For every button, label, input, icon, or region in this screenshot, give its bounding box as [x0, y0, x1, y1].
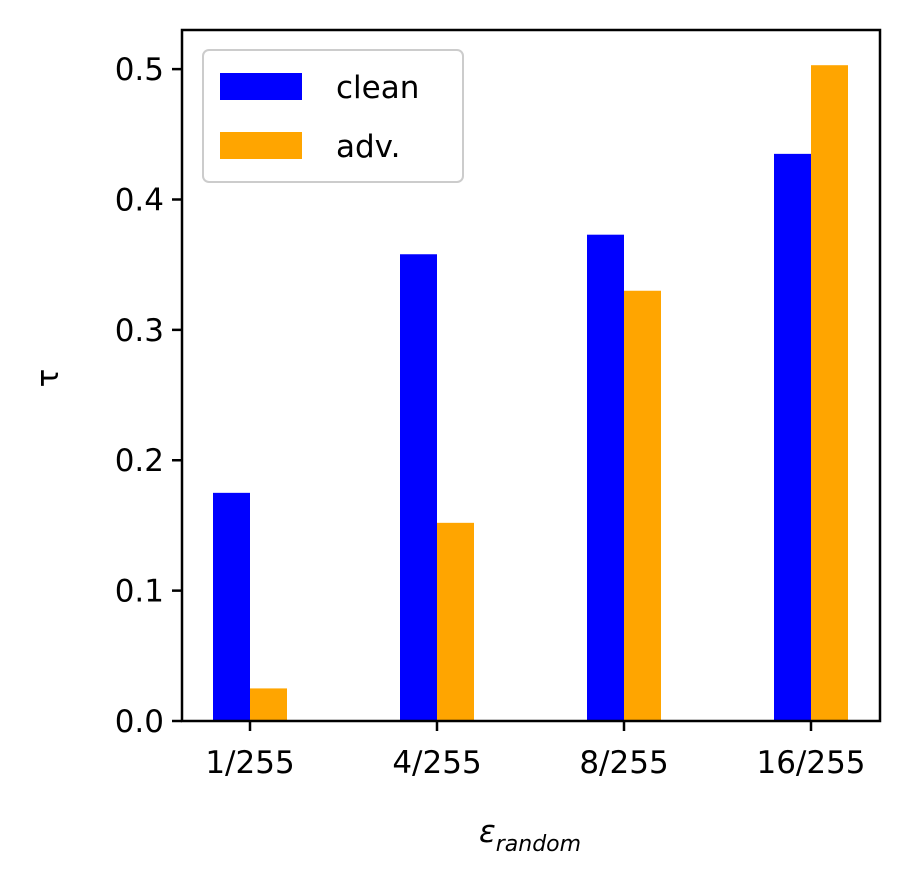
y-tick-label: 0.0 — [115, 704, 164, 740]
legend-label-adv: adv. — [336, 129, 400, 165]
y-tick-label: 0.2 — [115, 443, 164, 479]
bar-adv-1 — [437, 522, 474, 721]
legend-label-clean: clean — [336, 70, 419, 106]
bar-clean-2 — [587, 234, 624, 722]
bar-clean-0 — [213, 492, 250, 721]
x-tick-label: 1/255 — [205, 745, 294, 781]
x-axis: 1/255 4/255 8/255 16/255 — [205, 721, 866, 781]
y-tick-label: 0.5 — [115, 52, 164, 88]
legend: clean adv. — [202, 49, 464, 183]
bar-adv-3 — [811, 65, 848, 721]
x-tick-label: 8/255 — [579, 745, 668, 781]
x-axis-label-main: ε — [479, 814, 496, 850]
legend-swatch-adv — [220, 132, 302, 159]
y-axis-label: τ — [30, 369, 66, 388]
bar-adv-0 — [250, 688, 287, 721]
x-axis-label: εrandom — [479, 814, 581, 857]
y-tick-label: 0.3 — [115, 313, 164, 349]
x-tick-label: 16/255 — [756, 745, 865, 781]
x-tick-label: 4/255 — [392, 745, 481, 781]
legend-swatch-clean — [220, 73, 302, 100]
bar-clean-1 — [400, 254, 437, 721]
bars-group — [213, 65, 848, 722]
plot-frame — [180, 28, 882, 723]
y-axis: 0.0 0.1 0.2 0.3 0.4 0.5 — [115, 52, 182, 740]
bar-adv-2 — [624, 290, 661, 721]
x-axis-label-subscript: random — [496, 832, 581, 857]
legend-box — [202, 49, 464, 183]
bar-clean-3 — [774, 153, 811, 721]
y-tick-label: 0.4 — [115, 182, 164, 218]
y-tick-label: 0.1 — [115, 574, 164, 610]
